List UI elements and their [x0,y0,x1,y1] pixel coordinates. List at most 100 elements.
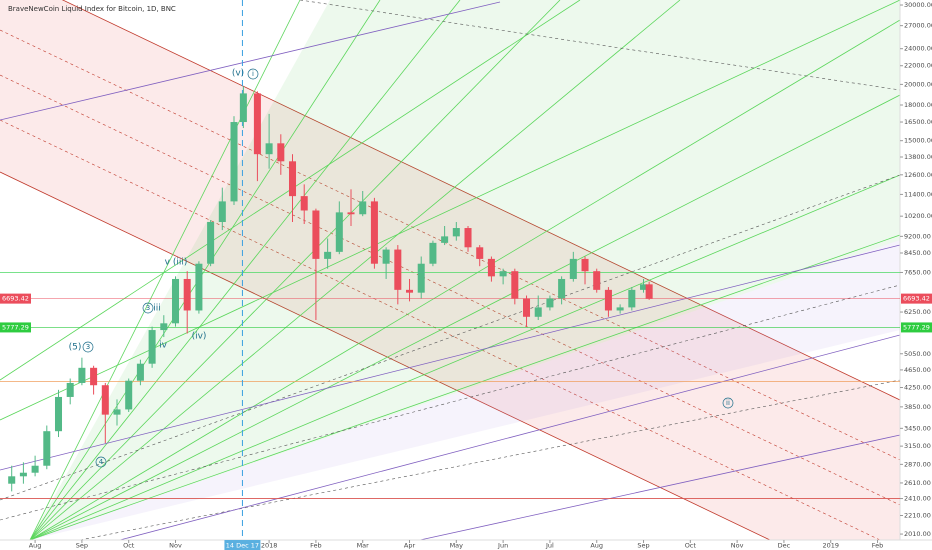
candle-body [312,210,320,259]
x-tick-label: Aug [29,542,42,550]
candle-body [289,161,297,197]
green-fan [30,0,900,540]
candle-body [183,278,191,311]
candle-body [78,367,86,383]
x-tick-label: Aug [590,542,603,550]
candle-body [300,196,308,211]
candle-body [359,201,367,215]
annotation-circle [247,68,259,80]
candle-body [417,263,425,293]
candle-body [476,247,484,259]
channel-mid [0,74,901,506]
candle-body [230,122,238,202]
y-tick-label: 2870.00 [904,460,931,468]
annotation-circle [722,397,734,409]
candle-body [136,363,144,381]
x-tick-label: Jul [545,542,554,550]
price-box [901,293,932,304]
x-tick-label: Dec [778,542,791,550]
wave-label: (iv) [192,332,207,342]
y-tick-label: 10200.00 [904,212,932,220]
y-tick-label: 2010.00 [904,530,931,538]
candle-body [101,385,109,415]
wave-label: 3 [86,343,90,351]
candle-body [8,476,16,484]
y-tick-label: 24000.00 [904,45,932,53]
y-tick-label: 18000.00 [904,101,932,109]
y-tick-label: 3150.00 [904,442,931,450]
candle-body [207,222,215,264]
channel-line [61,0,901,401]
x-tick-label: 2019 [822,542,839,550]
annotation-circle [142,302,154,314]
candle-body [160,323,168,331]
x-tick-label: 2018 [261,542,278,550]
candle-body [277,143,285,162]
crosshair-box [224,540,261,550]
y-tick-label: 13800.00 [904,153,932,161]
candle-body [487,258,495,277]
x-tick-label: Sep [76,542,88,550]
candle-body [546,298,554,308]
candle-body [628,289,636,308]
candle-body [604,289,612,311]
wave-label: iv [159,341,168,351]
candle-body [441,236,449,243]
candle-body [43,431,51,466]
y-tick-label: 27000.00 [904,22,932,30]
candle-body [499,271,507,277]
candles [8,86,653,492]
wave-label: (v) [232,69,244,79]
purple-fan [30,240,900,540]
candle-body [581,258,589,272]
candle-body [464,228,472,248]
candle-body [19,472,27,477]
x-tick-label: Oct [685,542,697,550]
dashed-fans [0,0,901,541]
candle-body [195,263,203,311]
candle-body [253,93,261,155]
y-tick-label: 22000.00 [904,62,932,70]
candle-body [406,289,414,293]
price-label: 6693.42 [2,295,29,303]
candle-body [640,284,648,290]
candle-body [511,271,519,299]
price-box-left [0,322,31,333]
red-channel [0,0,900,540]
y-tick-label: 3850.00 [904,403,931,411]
wave-label: v (iii) [165,258,188,268]
candle-body [239,93,247,123]
annotation-circle [82,341,94,353]
chart-title: BraveNewCoin Liquid Index for Bitcoin, 1… [8,5,176,13]
price-label: 5777.29 [2,323,29,331]
annotation-circle [95,456,107,468]
candle-body [324,251,332,259]
wave-label: 3 [146,304,150,312]
x-tick-label: Nov [169,542,182,550]
candle-body [347,212,355,215]
channel-line [0,171,771,541]
candle-body [569,258,577,279]
y-tick-label: 15000.00 [904,137,932,145]
x-tick-label: Mar [357,542,370,550]
fan-lines [0,0,901,541]
y-tick-label: 11400.00 [904,190,932,198]
price-label: 6693.42 [903,295,930,303]
candle-body [429,242,437,264]
x-tick-label: Jun [497,542,508,550]
crosshair-label: 14 Dec 17 [226,542,259,550]
y-tick-label: 2210.00 [904,512,931,520]
candle-body [90,367,98,386]
y-tick-label: 4250.00 [904,384,931,392]
candle-body [382,249,390,264]
y-tick-label: 20000.00 [904,80,932,88]
channel-mid [0,29,901,461]
x-tick-label: May [450,542,464,550]
wave-label: (5) [69,343,82,353]
wave-label: i [252,70,254,78]
y-tick-label: 12600.00 [904,171,932,179]
y-tick-label: 8450.00 [904,249,931,257]
candle-body [113,409,121,415]
